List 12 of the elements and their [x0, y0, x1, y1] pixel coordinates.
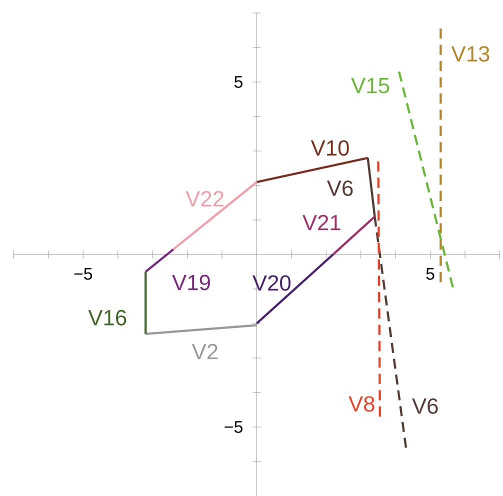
series-label: V2	[192, 344, 218, 360]
series-label: V6	[412, 398, 438, 414]
series-label: V6	[326, 180, 353, 196]
series-label: V21	[302, 214, 340, 230]
series-label: V20	[252, 275, 291, 291]
series-label: V15	[351, 78, 390, 94]
series-label: V10	[310, 140, 349, 156]
series-label: V16	[88, 310, 126, 326]
series-label: V8	[348, 396, 374, 412]
series-label: V13	[451, 46, 490, 62]
series-label: V22	[186, 191, 224, 206]
series-label: V19	[172, 274, 210, 290]
